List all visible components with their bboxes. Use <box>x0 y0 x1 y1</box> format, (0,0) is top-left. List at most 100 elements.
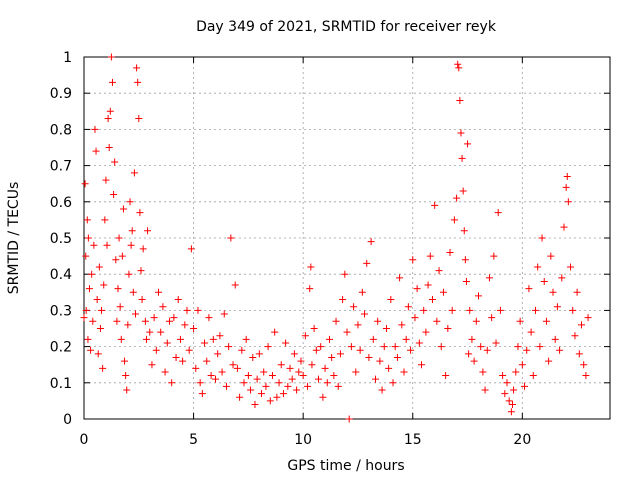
data-point <box>465 350 473 358</box>
data-point <box>485 274 493 282</box>
data-point <box>462 277 470 285</box>
data-point <box>363 259 371 267</box>
data-point <box>444 325 452 332</box>
data-point <box>507 408 515 416</box>
data-point <box>400 368 408 376</box>
data-point <box>85 285 93 293</box>
data-point <box>293 386 301 394</box>
data-point <box>284 382 292 390</box>
data-point <box>136 209 144 217</box>
data-point <box>214 350 222 358</box>
data-point <box>457 129 465 137</box>
data-point <box>277 361 285 369</box>
data-point <box>92 147 100 155</box>
data-point <box>525 285 533 293</box>
data-point <box>242 335 250 343</box>
data-point <box>573 288 581 296</box>
data-point <box>159 303 167 311</box>
data-point <box>87 346 95 354</box>
data-point <box>275 379 283 387</box>
data-point <box>133 64 141 72</box>
data-point <box>111 158 119 166</box>
data-point <box>380 343 388 351</box>
data-point <box>488 314 496 322</box>
data-point <box>413 285 421 293</box>
data-point <box>176 335 184 343</box>
data-point <box>150 314 158 322</box>
data-point <box>341 270 349 278</box>
x-tick-label: 20 <box>513 432 531 448</box>
data-point <box>505 397 513 405</box>
data-point <box>119 205 127 213</box>
data-point <box>258 390 266 398</box>
y-tick-label: 0.6 <box>50 195 72 211</box>
data-point <box>209 335 217 343</box>
data-point <box>203 357 211 365</box>
data-point <box>194 306 202 314</box>
data-point <box>253 375 261 383</box>
data-point <box>523 346 531 354</box>
data-point <box>369 335 377 343</box>
data-point <box>385 364 393 372</box>
data-point <box>286 364 294 372</box>
data-point <box>422 328 430 336</box>
data-point <box>129 288 137 296</box>
data-point <box>130 169 138 177</box>
data-point <box>499 372 507 380</box>
data-point <box>567 263 575 271</box>
x-axis-label: GPS time / hours <box>287 458 404 474</box>
data-point <box>255 350 263 358</box>
data-point <box>216 332 224 340</box>
data-point <box>402 335 410 343</box>
data-point <box>295 368 303 376</box>
data-point <box>126 198 134 206</box>
data-point <box>407 346 415 354</box>
data-point <box>152 346 160 354</box>
data-point <box>319 393 327 401</box>
data-point <box>450 216 458 224</box>
data-point <box>538 234 546 242</box>
data-point <box>229 361 237 369</box>
data-point <box>435 267 443 275</box>
data-point <box>404 303 412 311</box>
data-point <box>328 353 336 361</box>
data-point <box>371 375 379 383</box>
data-point <box>95 263 103 271</box>
y-tick-label: 0.1 <box>50 376 72 392</box>
data-point <box>367 238 375 246</box>
data-point <box>290 350 298 358</box>
data-point <box>454 60 462 68</box>
data-point <box>472 317 480 325</box>
data-point <box>84 234 92 242</box>
data-point <box>308 361 316 369</box>
data-point <box>442 372 450 380</box>
data-point <box>238 346 246 354</box>
data-point <box>418 361 426 369</box>
data-point <box>584 314 592 322</box>
data-point <box>218 368 226 376</box>
data-point <box>304 382 312 390</box>
data-point <box>135 115 143 123</box>
data-point <box>124 321 132 329</box>
y-tick-label: 0.8 <box>50 122 72 138</box>
data-point <box>396 274 404 282</box>
data-point <box>420 306 428 314</box>
data-point <box>93 296 101 304</box>
data-point <box>521 382 529 390</box>
data-point <box>183 306 191 314</box>
data-point <box>268 372 276 380</box>
data-point <box>483 346 491 354</box>
data-point <box>453 194 461 202</box>
data-point <box>273 393 281 401</box>
data-point <box>299 372 307 380</box>
data-point <box>458 154 466 162</box>
data-point <box>306 285 314 293</box>
data-point <box>100 281 108 289</box>
data-point <box>358 288 366 296</box>
data-point <box>205 314 213 322</box>
data-point <box>325 335 333 343</box>
data-point <box>118 252 126 260</box>
data-point <box>236 393 244 401</box>
data-point <box>481 386 489 394</box>
data-point <box>297 357 305 365</box>
